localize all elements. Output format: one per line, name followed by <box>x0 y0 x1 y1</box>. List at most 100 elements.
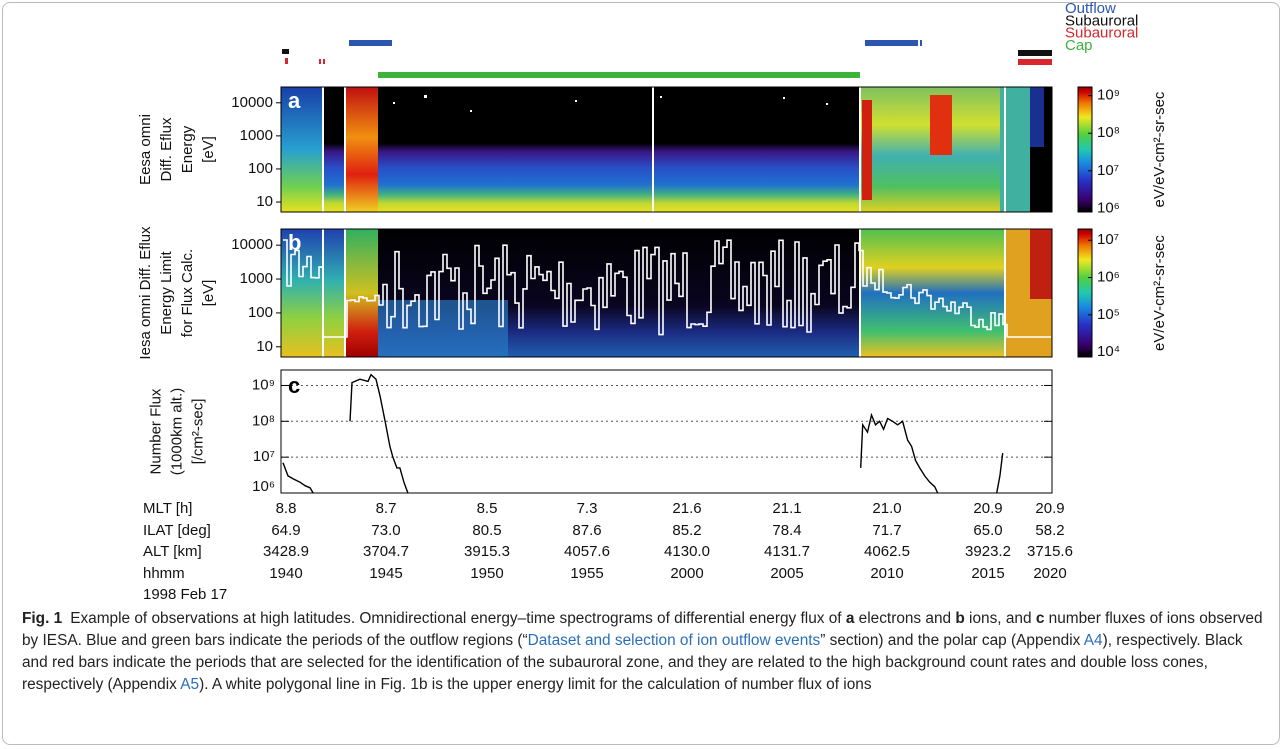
row-label: ALT [km] <box>143 543 202 560</box>
colorbar-tick-label: 10⁶ <box>1097 199 1120 216</box>
panel-a-image <box>281 87 1052 212</box>
x-tick-label: 4130.0 <box>664 543 710 560</box>
caption-text: ions, and <box>964 610 1036 627</box>
figure: OutflowSubauroralSubauroralCap1010010001… <box>137 0 1168 603</box>
panel-label: c <box>288 373 300 398</box>
y-tick-label: 10 <box>256 338 273 355</box>
caption-text: ” section) and the polar cap (Appendix <box>820 632 1084 649</box>
y-axis-label: Eesa omni <box>137 114 154 185</box>
legend-entry: Subauroral <box>1065 12 1138 29</box>
y-axis-label: [eV] <box>200 136 217 163</box>
x-tick-label: 87.6 <box>572 522 601 539</box>
colorbar-tick-label: 10⁸ <box>1097 124 1120 141</box>
x-tick-label: 3923.2 <box>965 543 1011 560</box>
x-tick-label: 8.5 <box>477 500 498 517</box>
y-axis-label: [eV] <box>200 280 217 307</box>
caption-text: ), respectively. Black and red bars indi… <box>22 632 1243 693</box>
x-tick-label: 1950 <box>470 565 503 582</box>
x-tick-label: 21.0 <box>872 500 901 517</box>
legend-entry: Cap <box>1065 37 1093 54</box>
x-tick-label: 2010 <box>870 565 903 582</box>
x-tick-label: 1940 <box>269 565 302 582</box>
row-label: ILAT [deg] <box>143 522 211 539</box>
colorbar <box>1077 86 1093 213</box>
y-tick-label: 10⁷ <box>253 448 275 465</box>
y-tick-label: 10000 <box>231 236 273 253</box>
section-link[interactable]: Dataset and selection of ion outflow eve… <box>527 632 821 649</box>
flux-line <box>282 373 1004 494</box>
x-tick-label: 64.9 <box>271 522 300 539</box>
x-tick-label: 1955 <box>570 565 603 582</box>
x-tick-label: 4062.5 <box>864 543 910 560</box>
x-tick-label: 7.3 <box>577 500 598 517</box>
colorbar-tick-label: 10⁷ <box>1097 231 1119 248</box>
x-tick-label: 3715.6 <box>1027 543 1073 560</box>
colorbar-tick-label: 10⁹ <box>1097 87 1120 104</box>
colorbar-tick-label: 10⁷ <box>1097 162 1119 179</box>
x-tick-label: 3915.3 <box>464 543 510 560</box>
x-tick-label: 58.2 <box>1035 522 1064 539</box>
plot-area <box>281 370 1052 493</box>
caption-text: electrons and <box>854 610 956 627</box>
x-tick-label: 8.8 <box>276 500 297 517</box>
x-tick-label: 2000 <box>670 565 703 582</box>
y-axis-label: Diff. Eflux <box>158 117 175 181</box>
caption: Fig. 1 Example of observations at high la… <box>22 608 1268 696</box>
appendix-link[interactable]: A5 <box>180 676 200 693</box>
y-axis-label: Number Flux <box>147 388 164 474</box>
plot-frame <box>280 228 1053 358</box>
colorbar-tick-label: 10⁵ <box>1097 306 1120 323</box>
caption-text: number fluxes of ions observed by IESA. … <box>22 610 1263 649</box>
x-tick-label: 1945 <box>369 565 402 582</box>
panel-label: a <box>288 88 301 113</box>
x-tick-label: 20.9 <box>1035 500 1064 517</box>
y-axis-label: Energy <box>179 125 196 173</box>
colorbar-tick-label: 10⁴ <box>1097 343 1120 360</box>
y-tick-label: 10000 <box>231 94 273 111</box>
top-bars <box>282 40 1052 78</box>
x-tick-label: 21.1 <box>772 500 801 517</box>
y-tick-label: 10⁹ <box>252 376 275 393</box>
x-tick-label: 21.6 <box>672 500 701 517</box>
x-tick-label: 2005 <box>770 565 803 582</box>
colorbar-label: eV/eV-cm²-sr-sec <box>1151 91 1168 207</box>
plot-frame <box>280 369 1053 494</box>
x-tick-label: 85.2 <box>672 522 701 539</box>
y-axis-label: Energy Limit <box>158 250 175 334</box>
x-tick-label: 4057.6 <box>564 543 610 560</box>
colorbar-label: eV/eV-cm²-sr-sec <box>1151 235 1168 351</box>
x-tick-label: 3704.7 <box>363 543 409 560</box>
figure-number: Fig. 1 <box>22 610 63 627</box>
caption-text: c <box>1035 610 1045 627</box>
x-tick-label: 71.7 <box>872 522 901 539</box>
x-tick-label: 3428.9 <box>263 543 309 560</box>
x-tick-label: 2015 <box>971 565 1004 582</box>
x-tick-label: 80.5 <box>472 522 501 539</box>
x-tick-label: 8.7 <box>376 500 397 517</box>
y-tick-label: 10⁶ <box>252 478 275 495</box>
colorbar-tick-label: 10⁶ <box>1097 268 1120 285</box>
caption-text: b <box>955 610 965 627</box>
panel-b-image <box>281 229 1052 357</box>
x-tick-label: 65.0 <box>973 522 1002 539</box>
plot-frame <box>280 86 1053 213</box>
legend-entry: Subauroral <box>1065 25 1138 42</box>
x-tick-label: 2020 <box>1033 565 1066 582</box>
caption-text: Example of observations at high latitude… <box>70 610 846 627</box>
y-tick-label: 1000 <box>240 127 273 144</box>
date-label: 1998 Feb 17 <box>143 586 227 603</box>
x-tick-label: 20.9 <box>973 500 1002 517</box>
y-tick-label: 1000 <box>240 270 273 287</box>
x-tick-label: 73.0 <box>371 522 400 539</box>
caption-text: ). A white polygonal line in Fig. 1b is … <box>199 676 872 693</box>
y-axis-label: [/cm²-sec] <box>189 399 206 465</box>
legend-entry: Outflow <box>1065 0 1116 17</box>
appendix-link[interactable]: A4 <box>1083 632 1103 649</box>
y-tick-label: 100 <box>248 304 273 321</box>
y-tick-label: 10⁸ <box>252 412 275 429</box>
caption-text: a <box>845 610 855 627</box>
y-axis-label: Iesa omni Diff. Eflux <box>137 226 154 360</box>
y-tick-label: 10 <box>256 193 273 210</box>
